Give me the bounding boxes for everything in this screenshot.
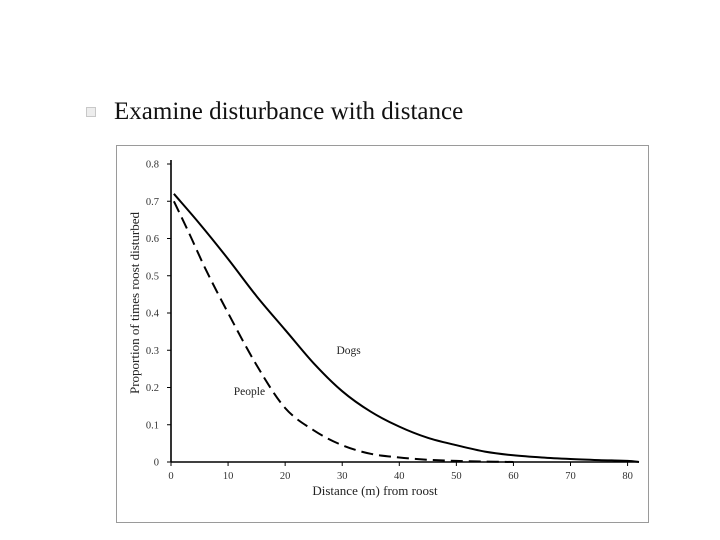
y-tick-label: 0.2 — [146, 383, 159, 394]
axes: 0 0.1 0.2 0.3 0.4 0.5 0.6 0.7 0.8 0 10 20 30 40 50 60 70… — [127, 160, 639, 498]
y-tick-label: 0.5 — [146, 271, 159, 282]
series-line-dogs — [173, 193, 640, 463]
labels-layer: Dogs People — [234, 345, 362, 398]
y-tick-label: 0.6 — [146, 234, 159, 245]
disturbance-line-chart: 0 0.1 0.2 0.3 0.4 0.5 0.6 0.7 0.8 0 10 20 30 40 50 60 70… — [127, 160, 640, 498]
slide-title-row: Examine disturbance with distance — [86, 92, 463, 132]
x-tick-label: 70 — [565, 471, 576, 482]
x-axis-title: Distance (m) from roost — [312, 483, 438, 498]
series-label-people: People — [234, 386, 265, 398]
x-tick-label: 10 — [223, 471, 234, 482]
x-tick-label: 50 — [451, 471, 462, 482]
y-tick-label: 0.1 — [146, 420, 159, 431]
x-tick-label: 80 — [622, 471, 633, 482]
x-tick-label: 60 — [508, 471, 519, 482]
y-tick-label: 0.7 — [146, 197, 159, 208]
square-bullet-icon — [86, 107, 96, 117]
chart-frame: 0 0.1 0.2 0.3 0.4 0.5 0.6 0.7 0.8 0 10 20 30 40 50 60 70… — [116, 145, 649, 523]
series-label-dogs: Dogs — [337, 345, 362, 357]
x-tick-label: 40 — [394, 471, 405, 482]
y-tick-label: 0.8 — [146, 160, 159, 171]
slide-title: Examine disturbance with distance — [114, 98, 464, 125]
y-tick-label: 0.4 — [146, 309, 160, 320]
y-axis-title: Proportion of times roost disturbed — [127, 212, 142, 394]
x-tick-label: 20 — [280, 471, 291, 482]
x-tick-label: 0 — [168, 471, 173, 482]
series-line-people — [172, 200, 514, 463]
x-tick-label: 30 — [337, 471, 348, 482]
y-tick-label: 0.3 — [146, 346, 159, 357]
series-layer — [172, 193, 640, 463]
y-tick-label: 0 — [154, 458, 159, 469]
